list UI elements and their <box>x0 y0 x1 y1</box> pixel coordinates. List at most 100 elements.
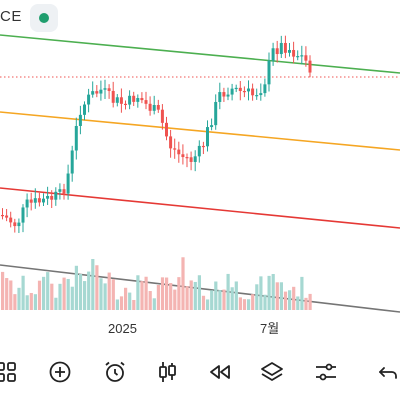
volume-bar <box>201 295 206 310</box>
undo-icon <box>379 367 397 379</box>
volume-bar <box>165 277 169 310</box>
volume-bar <box>78 273 83 310</box>
volume-bar <box>267 275 271 310</box>
volume-bar <box>111 279 115 310</box>
plus-circle-icon <box>49 361 71 383</box>
volume-bar <box>226 273 230 310</box>
volume-bar <box>140 281 144 310</box>
volume-bar <box>42 276 46 310</box>
candle <box>132 95 136 102</box>
candle <box>169 136 173 149</box>
candle <box>304 55 308 61</box>
volume-bar <box>173 289 177 310</box>
volume-bar <box>197 275 201 310</box>
volume-bar <box>271 274 275 310</box>
candlestick-icon <box>159 362 176 382</box>
volume-bar <box>251 294 255 310</box>
candle <box>181 154 185 158</box>
volume-bar <box>119 296 124 310</box>
price-chart[interactable]: 2025 7월 <box>0 0 400 345</box>
candle <box>17 222 21 227</box>
volume-bar <box>54 297 58 310</box>
candle <box>292 49 296 57</box>
trendline-orange[interactable] <box>0 111 400 151</box>
candle <box>42 198 45 203</box>
rewind-icon <box>210 365 230 379</box>
candle <box>62 189 66 194</box>
volume-bar <box>33 294 37 310</box>
candle <box>95 91 99 94</box>
volume-bar <box>185 286 189 310</box>
volume-bar <box>156 284 160 310</box>
candle <box>275 48 279 55</box>
volume-bar <box>193 281 197 310</box>
volume-bar <box>300 276 304 310</box>
candle <box>66 173 70 194</box>
candle <box>206 127 209 147</box>
candle <box>25 199 29 208</box>
candle <box>33 198 37 203</box>
volume-bar <box>169 283 173 310</box>
candle <box>46 195 50 199</box>
volume-bar <box>230 287 234 310</box>
trendline-red[interactable] <box>0 187 400 229</box>
volume-bar <box>9 280 13 310</box>
volume-bar <box>87 271 91 310</box>
replay-button[interactable] <box>206 358 234 386</box>
candle <box>111 90 115 103</box>
volume-bar <box>296 296 300 310</box>
settings-button[interactable] <box>312 358 340 386</box>
candle <box>37 198 41 203</box>
volume-bar <box>206 299 210 310</box>
volume-bar <box>263 294 267 310</box>
candle <box>296 56 300 58</box>
volume-bar <box>222 289 226 310</box>
trendline-green[interactable] <box>0 34 400 74</box>
add-indicator-button[interactable] <box>46 358 74 386</box>
volume-bar <box>189 280 193 310</box>
candle <box>50 195 54 200</box>
x-label-2025: 2025 <box>108 321 137 336</box>
candle <box>152 105 156 111</box>
volume-bar <box>91 259 95 310</box>
alarm-clock-icon <box>105 361 125 382</box>
candle <box>197 145 201 157</box>
volume-bar <box>99 278 103 310</box>
candle <box>160 109 164 123</box>
volume-bar <box>148 291 152 310</box>
status-button[interactable] <box>30 4 58 32</box>
candle <box>144 100 148 104</box>
volume-bar <box>144 276 148 310</box>
volume-bar <box>58 283 62 310</box>
candle <box>234 87 238 90</box>
x-axis: 2025 7월 <box>108 321 279 336</box>
candle <box>283 42 287 53</box>
candle <box>279 42 283 55</box>
volume-bar <box>70 286 74 310</box>
candle <box>242 90 246 93</box>
candle <box>214 101 218 126</box>
candle <box>91 91 95 95</box>
candle <box>78 114 82 126</box>
candle <box>83 104 86 115</box>
volume-bar <box>304 297 308 310</box>
layers-icon <box>261 362 283 381</box>
grid-button[interactable] <box>0 358 20 386</box>
volume-bar <box>103 283 107 310</box>
candle <box>87 94 91 105</box>
volume-bar <box>17 287 21 310</box>
candle <box>54 191 58 200</box>
alert-button[interactable] <box>101 358 129 386</box>
volume-bar <box>95 265 99 310</box>
candle <box>148 103 152 111</box>
undo-button[interactable] <box>374 358 400 386</box>
chart-type-button[interactable] <box>153 358 181 386</box>
candle <box>156 105 160 110</box>
candle <box>58 189 62 192</box>
volume-bar <box>83 281 87 310</box>
candle <box>9 217 13 223</box>
candle <box>308 60 312 73</box>
symbol-label: CE <box>0 8 22 25</box>
layers-button[interactable] <box>258 358 286 386</box>
